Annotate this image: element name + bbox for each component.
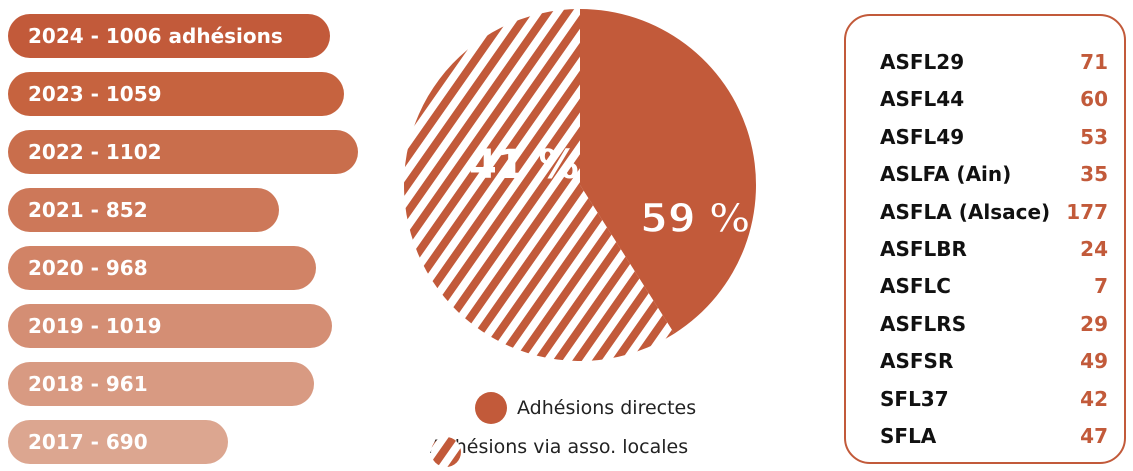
association-name: ASFL49 [880, 124, 965, 149]
table-row: ASFL49 53 [880, 121, 1108, 153]
association-count: 47 [1080, 424, 1108, 448]
pie-svg [404, 9, 756, 361]
table-row: ASFL29 71 [880, 46, 1108, 78]
legend-label-via-locales: Adhésions via asso. locales [430, 436, 689, 458]
association-count: 53 [1080, 124, 1108, 149]
association-count: 71 [1080, 50, 1108, 74]
association-name: ASFLRS [880, 311, 967, 336]
legend-item-via-locales: Adhésions via asso. locales [430, 436, 689, 467]
table-row: ASLFA (Ain) 35 [880, 158, 1108, 190]
legend-label-direct: Adhésions directes [517, 397, 697, 419]
pie-label-via-locales: 59 % [639, 195, 750, 243]
association-name: ASFSR [880, 349, 954, 374]
association-count: 29 [1080, 311, 1108, 336]
bar-4: 2020 - 968 [8, 246, 316, 290]
association-count: 24 [1080, 237, 1108, 261]
bar-5: 2019 - 1019 [8, 304, 332, 348]
legend-swatch-solid-icon [475, 392, 507, 424]
association-name: ASFLA (Alsace) [880, 199, 1051, 224]
bar-0: 2024 - 1006 adhésions [8, 14, 330, 58]
table-row: ASFSR 49 [880, 345, 1108, 377]
adhesions-pie-chart: 41 % 59 % Adhésions directes Adhésions v… [395, 0, 765, 471]
bar-2: 2022 - 1102 [8, 130, 358, 174]
table-row: ASFLA (Alsace) 177 [880, 196, 1108, 228]
pie-slice-0 [580, 9, 756, 334]
association-count: 7 [1094, 274, 1108, 299]
association-count: 60 [1080, 87, 1108, 112]
table-row: ASFLRS 29 [880, 308, 1108, 340]
association-count: 177 [1066, 199, 1108, 224]
legend-item-direct: Adhésions directes [475, 392, 696, 424]
table-row: ASFLC 7 [880, 270, 1108, 302]
association-name: ASLFA (Ain) [880, 162, 1012, 187]
table-row: SFLA 47 [880, 420, 1108, 452]
association-count: 49 [1080, 349, 1108, 374]
bar-3: 2021 - 852 [8, 188, 279, 232]
association-name: ASFL44 [880, 87, 965, 112]
local-associations-table: ASFL29 71 ASFL44 60 ASFL49 53 ASLFA (Ain) 35 ASF… [844, 14, 1126, 464]
yearly-adhesions-bar-chart: 2024 - 1006 adhésions 2023 - 1059 2022 - 1… [0, 0, 380, 471]
association-count: 42 [1080, 386, 1108, 411]
bar-7: 2017 - 690 [8, 420, 228, 464]
legend-swatch-striped-icon [431, 437, 461, 467]
association-name: SFLA [880, 424, 937, 448]
bar-6: 2018 - 961 [8, 362, 314, 406]
association-name: ASFLC [880, 274, 951, 299]
table-row: ASFL44 60 [880, 83, 1108, 115]
association-name: ASFL29 [880, 50, 965, 74]
table-row: ASFLBR 24 [880, 233, 1108, 265]
association-name: ASFLBR [880, 237, 967, 261]
pie-slice-1 [404, 9, 675, 361]
association-name: SFL37 [880, 386, 949, 411]
association-count: 35 [1080, 162, 1108, 187]
pie-label-direct: 41 % [469, 142, 579, 188]
bar-1: 2023 - 1059 [8, 72, 344, 116]
table-row: SFL37 42 [880, 383, 1108, 415]
